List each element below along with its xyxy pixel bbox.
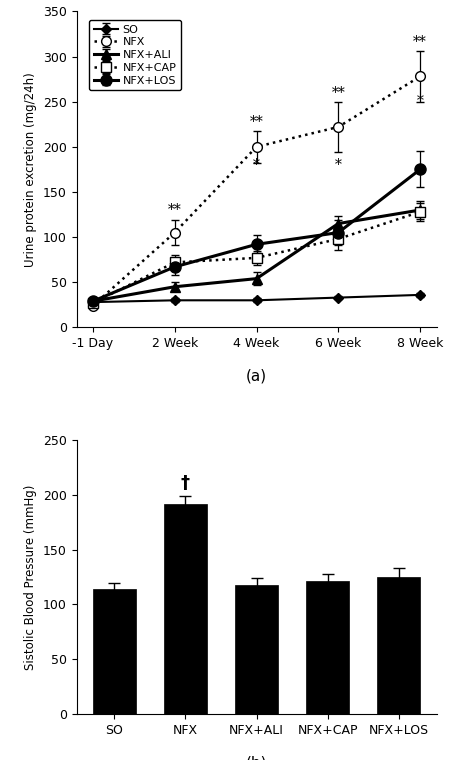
Text: **: ** [413, 35, 427, 49]
Text: (b): (b) [246, 755, 267, 760]
Y-axis label: Sistolic Blood Pressure (mmHg): Sistolic Blood Pressure (mmHg) [24, 484, 37, 670]
Text: *: * [253, 158, 260, 172]
Text: (a): (a) [246, 369, 267, 384]
Text: **: ** [332, 86, 345, 100]
Y-axis label: Urine protein excretion (mg/24h): Urine protein excretion (mg/24h) [24, 72, 37, 267]
Bar [378, 577, 420, 714]
Bar [306, 581, 349, 714]
Text: **: ** [250, 115, 263, 128]
Text: *: * [417, 94, 423, 108]
Bar [93, 589, 135, 714]
Text: †: † [181, 474, 190, 492]
Legend: SO, NFX, NFX+ALI, NFX+CAP, NFX+LOS: SO, NFX, NFX+ALI, NFX+CAP, NFX+LOS [89, 20, 181, 90]
Bar [235, 584, 278, 714]
Text: *: * [335, 158, 342, 172]
Text: **: ** [168, 203, 181, 217]
Bar [164, 505, 207, 714]
